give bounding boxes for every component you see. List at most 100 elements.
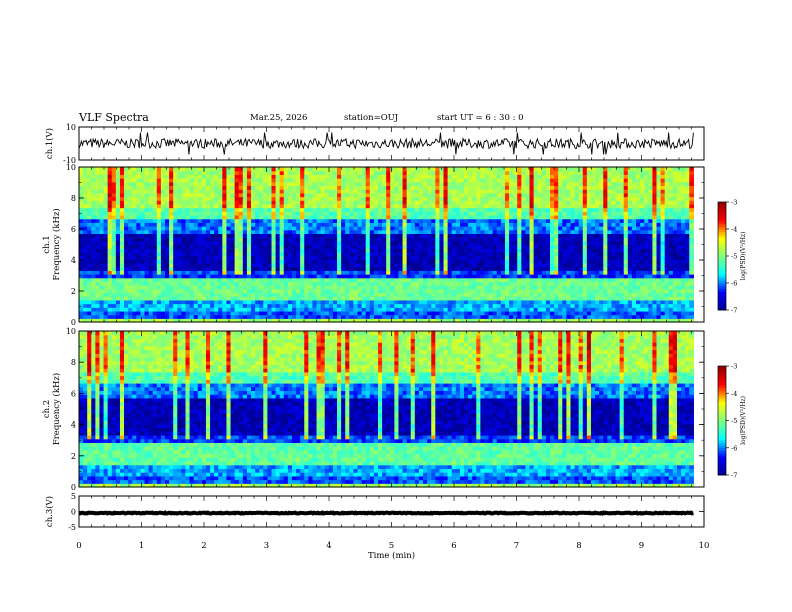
spectrogram-cell bbox=[341, 285, 346, 290]
spectrogram-cell bbox=[173, 303, 178, 308]
spectrogram-cell bbox=[324, 178, 330, 183]
spectrogram-cell bbox=[267, 178, 273, 183]
spectrogram-cell bbox=[414, 229, 420, 235]
spectrogram-cell bbox=[369, 178, 375, 183]
spectrogram-cell bbox=[165, 189, 170, 194]
spectrogram-cell bbox=[255, 185, 260, 190]
spectrogram-cell bbox=[308, 203, 314, 209]
spectrogram-cell bbox=[435, 270, 441, 275]
spectrogram-cell bbox=[263, 307, 269, 312]
spectrogram-cell bbox=[144, 218, 150, 223]
spectrogram-cell bbox=[169, 170, 174, 175]
spectrogram-cell bbox=[414, 174, 420, 179]
spectrogram-cell bbox=[398, 218, 404, 223]
spectrogram-cell bbox=[545, 233, 551, 238]
spectrogram-cell bbox=[308, 251, 314, 257]
spectrogram-cell bbox=[492, 189, 498, 194]
spectrogram-cell bbox=[451, 233, 457, 238]
spectrogram-cell bbox=[304, 226, 309, 231]
spectrogram-cell bbox=[185, 270, 191, 275]
spectrogram-cell bbox=[529, 299, 535, 305]
spectrogram-cell bbox=[160, 299, 166, 305]
spectrogram-cell bbox=[152, 203, 158, 209]
spectrogram-cell bbox=[435, 233, 441, 238]
spectrogram-cell bbox=[345, 281, 350, 286]
spectrogram-cell bbox=[320, 211, 326, 216]
spectrogram-cell bbox=[197, 192, 203, 198]
spectrogram-cell bbox=[427, 277, 432, 282]
spectrogram-cell bbox=[545, 240, 551, 246]
spectrogram-cell bbox=[222, 167, 228, 172]
spectrogram-cell bbox=[369, 240, 375, 246]
spectrogram-cell bbox=[160, 259, 166, 264]
spectrogram-cell bbox=[226, 251, 232, 257]
spectrogram-cell bbox=[148, 285, 154, 290]
spectrogram-cell bbox=[406, 288, 412, 294]
spectrogram-cell bbox=[83, 259, 88, 264]
spectrogram-cell bbox=[242, 277, 248, 282]
spectrogram-cell bbox=[148, 181, 154, 187]
spectrogram-cell bbox=[283, 207, 289, 212]
spectrogram-cell bbox=[156, 281, 162, 286]
spectrogram-cell bbox=[468, 196, 473, 201]
spectrogram-cell bbox=[455, 207, 461, 212]
spectrogram-cell bbox=[373, 237, 379, 242]
spectrogram-cell bbox=[509, 181, 514, 187]
spectrogram-cell bbox=[263, 181, 269, 187]
spectrogram-cell bbox=[451, 299, 457, 305]
spectrogram-cell bbox=[271, 178, 277, 183]
spectrogram-cell bbox=[242, 174, 248, 179]
spectrogram-cell bbox=[537, 240, 543, 246]
spectrogram-cell bbox=[398, 288, 404, 294]
spectrogram-cell bbox=[136, 281, 142, 286]
spectrogram-cell bbox=[87, 303, 92, 308]
spectrogram-cell bbox=[222, 214, 228, 220]
spectrogram-cell bbox=[357, 222, 363, 227]
spectrogram-cell bbox=[111, 214, 117, 220]
spectrogram-cell bbox=[484, 292, 490, 297]
spectrogram-cell bbox=[173, 214, 178, 220]
spectrogram-cell bbox=[238, 207, 244, 212]
spectrogram-cell bbox=[234, 181, 240, 187]
spectrogram-cell bbox=[414, 203, 420, 209]
spectrogram-cell bbox=[472, 192, 477, 198]
spectrogram-cell bbox=[517, 299, 522, 305]
spectrogram-cell bbox=[398, 226, 404, 231]
spectrogram-cell bbox=[259, 214, 264, 220]
spectrogram-cell bbox=[267, 233, 273, 238]
spectrogram-cell bbox=[537, 251, 543, 257]
spectrogram-cell bbox=[91, 189, 96, 194]
spectrogram-cell bbox=[423, 262, 428, 268]
spectrogram-cell bbox=[369, 285, 375, 290]
spectrogram-cell bbox=[95, 248, 101, 253]
spectrogram-cell bbox=[246, 288, 252, 294]
spectrogram-cell bbox=[177, 266, 182, 271]
spectrogram-cell bbox=[398, 240, 404, 246]
spectrogram-cell bbox=[545, 222, 551, 227]
spectrogram-cell bbox=[210, 240, 215, 246]
spectrogram-cell bbox=[402, 259, 408, 264]
spectrogram-cell bbox=[308, 259, 314, 264]
spectrogram-cell bbox=[390, 237, 395, 242]
spectrogram-cell bbox=[496, 307, 502, 312]
spectrogram-cell bbox=[230, 307, 236, 312]
spectrogram-cell bbox=[83, 285, 88, 290]
spectrogram-cell bbox=[480, 251, 486, 257]
spectrogram-cell bbox=[459, 174, 465, 179]
spectrogram-cell bbox=[382, 167, 387, 172]
spectrogram-cell bbox=[210, 259, 215, 264]
spectrogram-cell bbox=[431, 318, 436, 323]
spectrogram-cell bbox=[414, 185, 420, 190]
spectrogram-cell bbox=[513, 167, 518, 172]
spectrogram-cell bbox=[115, 266, 121, 271]
spectrogram-cell bbox=[464, 178, 469, 183]
spectrogram-cell bbox=[476, 310, 481, 316]
spectrogram-cell bbox=[406, 185, 412, 190]
spectrogram-cell bbox=[283, 303, 289, 308]
spectrogram-cell bbox=[279, 218, 285, 223]
spectrogram-cell bbox=[410, 233, 416, 238]
spectrogram-cell bbox=[242, 288, 248, 294]
spectrogram-cell bbox=[349, 244, 355, 249]
spectrogram-cell bbox=[320, 318, 326, 323]
spectrogram-cell bbox=[361, 274, 367, 279]
